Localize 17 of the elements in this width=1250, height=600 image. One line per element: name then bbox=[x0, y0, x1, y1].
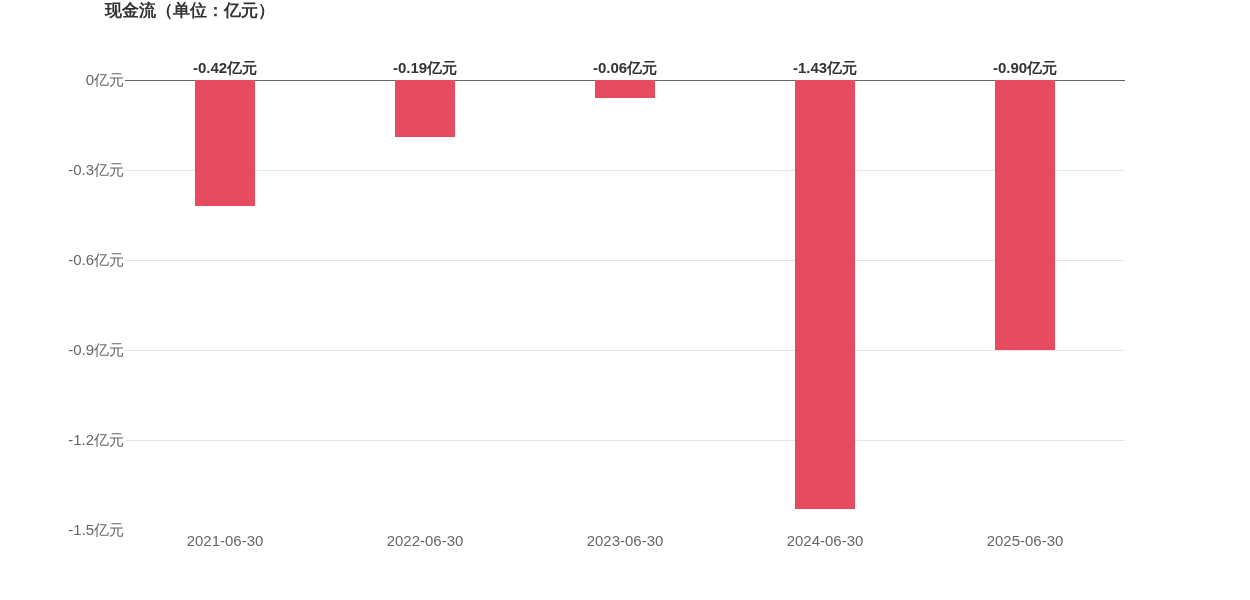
y-tick-label: -1.2亿元 bbox=[68, 431, 124, 449]
data-label: -0.06亿元 bbox=[593, 59, 658, 76]
y-tick-label: -0.9亿元 bbox=[68, 341, 124, 359]
x-tick-label: 2025-06-30 bbox=[986, 532, 1064, 549]
y-tick-label: 0亿元 bbox=[85, 71, 124, 89]
data-label: -0.90亿元 bbox=[993, 59, 1058, 76]
y-tick-label: -0.3亿元 bbox=[68, 161, 124, 179]
data-label: -1.43亿元 bbox=[793, 59, 858, 76]
x-tick-label: 2023-06-30 bbox=[586, 532, 664, 549]
chart-title: 现金流（单位：亿元） bbox=[104, 0, 275, 20]
x-tick-label: 2021-06-30 bbox=[186, 532, 264, 549]
data-label: -0.19亿元 bbox=[393, 59, 458, 76]
y-tick-label: -0.6亿元 bbox=[68, 251, 124, 269]
x-tick-label: 2024-06-30 bbox=[786, 532, 864, 549]
y-tick-label: -1.5亿元 bbox=[68, 521, 124, 539]
x-tick-label: 2022-06-30 bbox=[386, 532, 464, 549]
data-label: -0.42亿元 bbox=[193, 59, 258, 76]
